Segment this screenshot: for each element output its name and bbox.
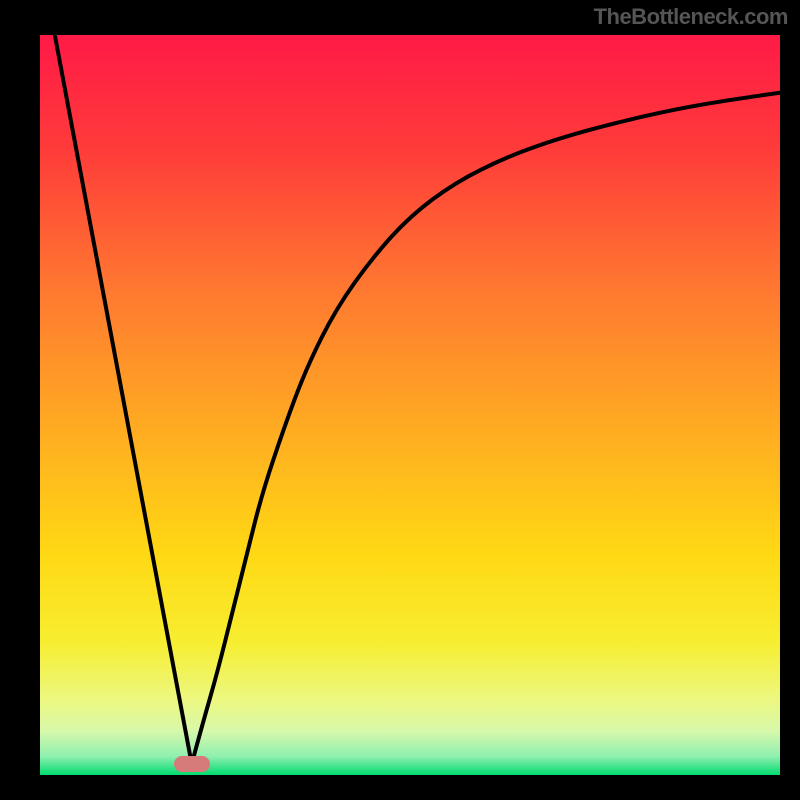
plot-area — [40, 35, 780, 775]
vertex-marker — [174, 756, 210, 772]
watermark-text: TheBottleneck.com — [594, 4, 788, 30]
bottleneck-curve — [40, 35, 780, 775]
